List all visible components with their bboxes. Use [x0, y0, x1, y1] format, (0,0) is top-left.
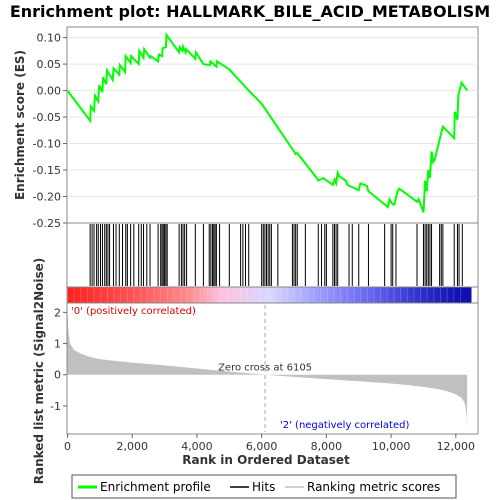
x-axis-title: Rank in Ordered Dataset	[182, 453, 350, 467]
es-y-tick-label: -0.15	[33, 164, 61, 177]
es-y-axis-title: Enrichment score (ES)	[13, 50, 27, 200]
ranked-list-heat-bar	[67, 287, 472, 303]
x-tick-label: 10,000	[372, 440, 411, 453]
es-y-tick-label: -0.05	[33, 111, 61, 124]
es-y-tick-label: 0.05	[37, 58, 62, 71]
negative-correlation-label: '2' (negatively correlated)	[280, 420, 409, 431]
hits-panel-frame	[66, 222, 479, 288]
es-y-tick-label: -0.20	[33, 191, 61, 204]
legend-box	[71, 474, 457, 499]
legend-label-ranking-metric-scores: Ranking metric scores	[307, 480, 440, 494]
ranking-metric-area	[67, 312, 468, 428]
x-axis-ticks: 0 2,000 4,000 6,000 8,000 10,000 12,000	[64, 434, 475, 453]
legend-label-hits: Hits	[252, 480, 275, 494]
metric-y-tick-label: 0	[54, 369, 61, 382]
es-panel-frame	[66, 26, 479, 224]
es-y-tick-label: -0.10	[33, 138, 61, 151]
enrichment-profile-line	[66, 31, 468, 213]
legend-label-enrichment-profile: Enrichment profile	[100, 480, 211, 494]
positive-correlation-label: '0' (positively correlated)	[71, 306, 196, 317]
zero-cross-label: Zero cross at 6105	[218, 363, 312, 374]
x-tick-label: 6,000	[246, 440, 278, 453]
es-panel-grid	[67, 37, 478, 224]
x-tick-label: 0	[64, 440, 71, 453]
legend-item-ranking-metric-scores: Ranking metric scores	[285, 480, 440, 494]
metric-y-tick-label: 2	[54, 306, 61, 319]
x-tick-label: 2,000	[116, 440, 148, 453]
es-y-tick-label: 0.00	[37, 85, 62, 98]
es-y-tick-label: -0.25	[33, 217, 61, 230]
x-tick-label: 8,000	[311, 440, 343, 453]
x-tick-label: 12,000	[437, 440, 476, 453]
es-y-axis-ticks: 0.10 0.05 0.00 -0.05 -0.10 -0.15 -0.20 -0.25	[33, 32, 67, 230]
metric-y-axis-title: Ranked list metric (Signal2Noise)	[32, 258, 46, 485]
metric-y-axis-ticks: 2 1 0 -1	[50, 306, 67, 413]
x-tick-label: 4,000	[181, 440, 213, 453]
chart-title: Enrichment plot: HALLMARK_BILE_ACID_META…	[10, 2, 490, 21]
es-y-tick-label: 0.10	[37, 32, 62, 45]
metric-y-tick-label: -1	[50, 400, 61, 413]
hit-markers	[89, 224, 463, 286]
metric-y-tick-label: 1	[54, 338, 61, 351]
legend-item-enrichment-profile: Enrichment profile	[78, 480, 211, 494]
legend-item-hits: Hits	[230, 480, 275, 494]
